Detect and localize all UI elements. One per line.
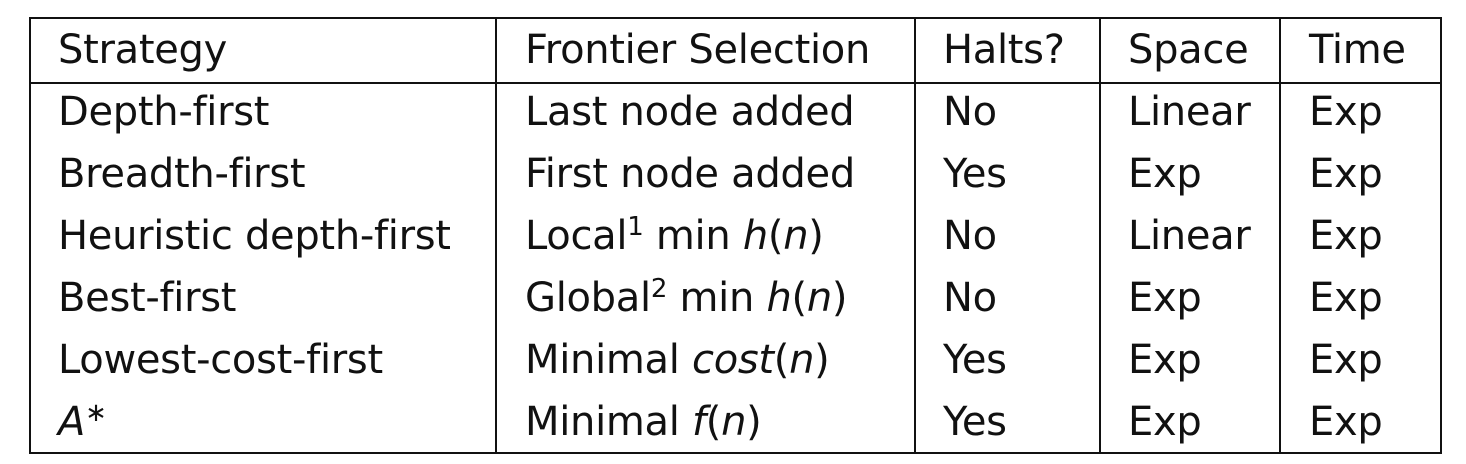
row-1-halts: No — [943, 89, 997, 135]
footnote-marker: 1 — [627, 212, 644, 242]
column-divider — [495, 19, 497, 452]
search-strategies-table: Strategy Frontier Selection Halts? Space… — [29, 17, 1442, 454]
row-6-strategy: A∗ — [58, 398, 107, 445]
row-1-strategy: Depth-first — [58, 89, 270, 135]
row-5-strategy: Lowest-cost-first — [58, 337, 383, 383]
row-1-time: Exp — [1309, 89, 1383, 135]
row-4-halts: No — [943, 275, 997, 321]
row-3-time: Exp — [1309, 213, 1383, 259]
row-5-frontier: Minimal cost(n) — [525, 337, 830, 383]
header-frontier-selection: Frontier Selection — [525, 27, 870, 73]
row-6-frontier: Minimal f(n) — [525, 399, 762, 445]
column-divider — [914, 19, 916, 452]
row-5-time: Exp — [1309, 337, 1383, 383]
header-divider — [31, 82, 1440, 84]
row-4-time: Exp — [1309, 275, 1383, 321]
row-5-space: Exp — [1128, 337, 1202, 383]
column-divider — [1099, 19, 1101, 452]
row-2-halts: Yes — [943, 151, 1007, 197]
star-superscript: ∗ — [85, 398, 107, 428]
header-strategy: Strategy — [58, 27, 227, 73]
row-1-frontier: Last node added — [525, 89, 855, 135]
row-4-space: Exp — [1128, 275, 1202, 321]
row-3-frontier: Local1 min h(n) — [525, 212, 824, 259]
row-2-strategy: Breadth-first — [58, 151, 306, 197]
header-space: Space — [1128, 27, 1249, 73]
row-3-halts: No — [943, 213, 997, 259]
row-3-strategy: Heuristic depth-first — [58, 213, 451, 259]
column-divider — [1279, 19, 1281, 452]
row-4-strategy: Best-first — [58, 275, 237, 321]
row-1-space: Linear — [1128, 89, 1251, 135]
row-3-space: Linear — [1128, 213, 1251, 259]
row-2-frontier: First node added — [525, 151, 855, 197]
footnote-marker: 2 — [650, 274, 668, 304]
row-6-halts: Yes — [943, 399, 1007, 445]
row-5-halts: Yes — [943, 337, 1007, 383]
row-6-time: Exp — [1309, 399, 1383, 445]
row-2-space: Exp — [1128, 151, 1202, 197]
row-4-frontier: Global2 min h(n) — [525, 274, 848, 321]
header-halts: Halts? — [943, 27, 1065, 73]
row-6-space: Exp — [1128, 399, 1202, 445]
header-time: Time — [1309, 27, 1406, 73]
row-2-time: Exp — [1309, 151, 1383, 197]
